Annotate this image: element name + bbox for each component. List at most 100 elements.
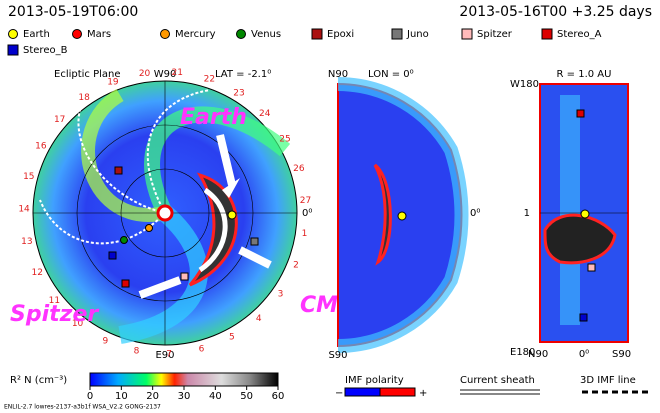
sheath-key — [460, 389, 540, 395]
colorbar-tick-label: 50 — [240, 391, 253, 402]
longitude-label: 25 — [279, 134, 290, 144]
longitude-label: 17 — [54, 115, 65, 125]
earth — [580, 209, 590, 219]
longitude-label: 12 — [31, 268, 42, 278]
annotation-earth: Earth — [180, 105, 247, 130]
radial-right: S90 — [612, 349, 631, 360]
legend-marker — [311, 28, 323, 40]
legend-label: Juno — [406, 29, 429, 40]
ecliptic-bottom: E90 — [155, 350, 174, 361]
legend-label: Mars — [87, 29, 111, 40]
longitude-label: 5 — [229, 333, 235, 343]
meridional-lon: LON = 0⁰ — [368, 69, 414, 80]
stream — [118, 206, 208, 344]
arrow — [222, 178, 240, 198]
longitude-label: 26 — [293, 164, 305, 174]
arrow — [138, 134, 272, 299]
legend-marker — [72, 29, 82, 39]
radial-left: N90 — [528, 349, 548, 360]
longitude-label: 11 — [49, 296, 60, 306]
longitude-label: 21 — [172, 68, 183, 78]
imf-label: IMF polarity — [345, 375, 404, 386]
legend-label: Venus — [251, 29, 281, 40]
longitude-label: 3 — [278, 289, 284, 299]
colorbar-tick-label: 20 — [146, 391, 159, 402]
annotation-spitzer: Spitzer — [10, 302, 99, 327]
longitude-label: 6 — [199, 345, 205, 355]
meridional-panel: N90 LON = 0⁰ S90 0⁰ — [328, 69, 480, 361]
stereo-a — [121, 279, 130, 288]
radial-center: 0⁰ — [579, 349, 589, 360]
legend-label: Spitzer — [477, 29, 513, 40]
longitude-label: 24 — [259, 109, 271, 119]
legend-marker — [461, 28, 473, 40]
longitude-label: 14 — [18, 204, 30, 214]
line-label: 3D IMF line — [580, 375, 636, 386]
cme — [188, 172, 238, 287]
longitude-label: 2 — [293, 261, 299, 271]
meridional-top: N90 — [328, 69, 348, 80]
radial-top: W180 — [510, 79, 539, 90]
earth — [227, 210, 237, 220]
stream — [144, 106, 291, 217]
juno — [250, 237, 259, 246]
spitzer — [180, 272, 189, 281]
ecliptic-lat: LAT = -2.1⁰ — [215, 69, 271, 80]
longitude-label: 8 — [134, 347, 140, 357]
legend-marker — [7, 44, 19, 56]
longitude-label: 16 — [35, 142, 47, 152]
venus — [120, 236, 128, 244]
stereo-b — [579, 313, 588, 322]
radial-bottom: E180 — [510, 347, 535, 358]
sheath-label: Current sheath — [460, 375, 535, 386]
ecliptic-title: Ecliptic Plane — [54, 69, 121, 80]
stereo-b — [108, 251, 117, 260]
colorbar — [89, 372, 279, 387]
longitude-label: 7 — [166, 349, 172, 359]
colorbar-label: R² N (cm⁻³) — [10, 375, 67, 386]
stream — [81, 88, 167, 222]
imf-minus — [344, 387, 381, 397]
colorbar-tick-label: 40 — [209, 391, 222, 402]
meridional-right: 0⁰ — [470, 208, 480, 219]
legend-marker — [236, 29, 246, 39]
ecliptic-right: 0⁰ — [302, 208, 312, 219]
longitude-label: 13 — [21, 237, 32, 247]
legend-label: Mercury — [175, 29, 216, 40]
longitude-label: 20 — [139, 69, 151, 79]
longitude-label: 1 — [302, 229, 308, 239]
footer: ENLIL-2.7 lowres-2137-a3b1f WSA_V2.2 GON… — [4, 404, 161, 411]
header-right: 2013-05-16T00 +3.25 days — [459, 4, 652, 20]
colorbar-tick-label: 30 — [178, 391, 191, 402]
imf-plus — [379, 387, 416, 397]
stereo-a — [576, 109, 585, 118]
stream — [337, 77, 469, 353]
legend: Earth Mars Mercury Venus Epoxi Juno Spitzer Ste… — [7, 28, 602, 56]
imf-minus-label: − — [335, 388, 343, 399]
legend-marker — [160, 29, 170, 39]
legend-label: Earth — [23, 29, 50, 40]
longitude-label: 15 — [23, 172, 34, 182]
epoxi — [114, 166, 123, 175]
colorbar-tick-label: 0 — [87, 391, 93, 402]
header-left: 2013-05-19T06:00 — [8, 4, 138, 20]
ecliptic-panel: Ecliptic Plane W90 LAT = -2.1⁰ E90 0⁰ 27… — [10, 68, 353, 361]
longitude-label: 23 — [233, 88, 244, 98]
colorbar-tick-label: 10 — [115, 391, 128, 402]
imf-plus-label: + — [419, 388, 427, 399]
colorbar-tick-label: 60 — [272, 391, 285, 402]
mercury — [145, 224, 153, 232]
legend-marker — [8, 29, 18, 39]
longitude-label: 18 — [78, 93, 90, 103]
cme — [373, 163, 392, 266]
earth — [397, 211, 407, 221]
legend-marker — [541, 28, 553, 40]
cme — [198, 187, 228, 273]
legend-label: Epoxi — [327, 29, 354, 40]
legend-label: Stereo_A — [557, 29, 602, 40]
radial-middle: 1 — [524, 208, 530, 219]
longitude-label: 10 — [72, 319, 84, 329]
legend-marker — [391, 28, 403, 40]
stream — [560, 95, 580, 325]
radial-panel: R = 1.0 AU W180 E180 1 N90 0⁰ S90 — [510, 69, 631, 360]
